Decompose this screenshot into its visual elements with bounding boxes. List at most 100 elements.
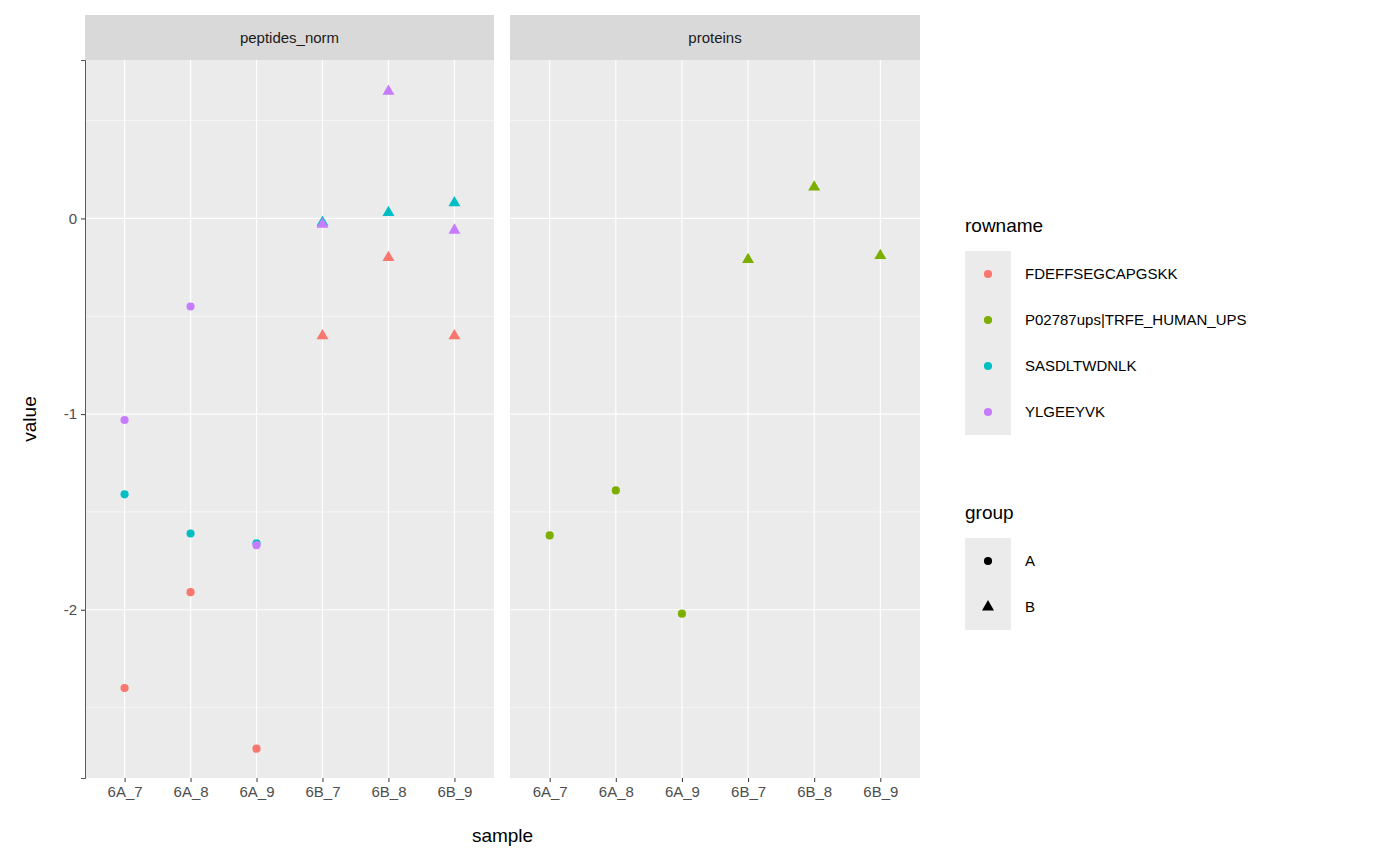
x-tick-mark [191,778,192,782]
minor-grid-line [85,707,494,708]
minor-grid-line [510,120,920,121]
x-tick-label: 6B_8 [797,783,832,800]
x-tick-mark [550,778,551,782]
x-axis: 6A_7 6A_8 6A_9 6B_7 6B_8 6B_9 [108,778,473,800]
y-tick: 0 [69,210,85,227]
grid-line [510,414,920,415]
minor-grid-line [85,511,494,512]
x-tick-label: 6B_7 [731,783,766,800]
x-axis-title: sample [472,825,533,846]
x-tick-mark [125,778,126,782]
minor-grid-line [85,316,494,317]
legend-key [965,584,1011,630]
grid-line [615,60,616,778]
y-tick: -1 [64,405,85,422]
y-axis-title: value [19,396,40,441]
legend-symbol [984,362,992,370]
x-axis: 6A_7 6A_8 6A_9 6B_7 6B_8 6B_9 [533,778,899,800]
minor-grid-line [85,120,494,121]
legend-key [965,343,1011,389]
legend-label: SASDLTWDNLK [1025,357,1136,374]
x-tick: 6B_8 [371,778,406,800]
x-tick-label: 6A_9 [239,783,274,800]
x-tick-label: 6B_7 [305,783,340,800]
x-tick-label: 6A_7 [533,783,568,800]
point [252,745,260,753]
point [382,251,394,261]
x-tick-mark [814,778,815,782]
x-tick: 6B_9 [437,778,472,800]
panel-background [85,60,494,778]
y-axis-line [81,61,86,779]
point [186,588,194,596]
points [546,180,887,617]
point [121,416,129,424]
grid-line [388,60,389,778]
point [448,329,460,339]
grid-line [814,60,815,778]
points [121,84,461,752]
legend-key [965,251,1011,297]
x-tick: 6A_8 [599,778,634,800]
y-tick: -2 [64,601,85,618]
y-tick-label: -2 [64,601,77,618]
grid-line [681,60,682,778]
grid-line [510,609,920,610]
panel-background [510,60,920,778]
grid-line [256,60,257,778]
y-tick-mark [81,414,85,415]
x-tick-mark [880,778,881,782]
y-tick-label: -1 [64,405,77,422]
strip-label: proteins [688,29,741,46]
x-tick-label: 6B_9 [863,783,898,800]
x-tick: 6B_8 [797,778,832,800]
x-tick-label: 6A_8 [174,783,209,800]
legend-key [965,389,1011,435]
point [612,486,620,494]
point [186,302,194,310]
x-tick-mark [682,778,683,782]
point [317,217,329,227]
strip [85,15,494,60]
x-tick: 6B_7 [305,778,340,800]
panel: peptides_norm [85,15,494,778]
legend-symbol [984,408,992,416]
y-tick-label: 0 [69,210,77,227]
x-tick: 6A_7 [533,778,568,800]
x-tick: 6A_8 [174,778,209,800]
legend-label: FDEFFSEGCAPGSKK [1025,265,1178,282]
grid-line [880,60,881,778]
x-tick: 6A_7 [108,778,143,800]
grid-line [549,60,550,778]
minor-grid-line [510,511,920,512]
strip-label: peptides_norm [240,29,339,46]
point [448,223,460,233]
legend-label: B [1025,598,1035,615]
point [742,253,754,263]
legend-title: rowname [965,215,1043,236]
point [808,180,820,190]
point [546,531,554,539]
grid-line [190,60,191,778]
x-tick: 6B_9 [863,778,898,800]
x-tick: 6A_9 [665,778,700,800]
panel: proteins [510,15,920,778]
point [121,684,129,692]
x-tick-label: 6B_8 [371,783,406,800]
legend-label: P02787ups|TRFE_HUMAN_UPS [1025,311,1246,328]
y-tick-mark [81,218,85,219]
legend-key [965,297,1011,343]
x-tick: 6A_9 [239,778,274,800]
grid-line [510,218,920,219]
minor-grid-line [510,316,920,317]
point [874,249,886,259]
legend-title: group [965,502,1014,523]
grid-line [454,60,455,778]
legend-symbol [982,600,994,610]
legend: rowname FDEFFSEGCAPGSKK P02787ups|TRFE_HUM… [965,215,1246,630]
grid-line [85,218,494,219]
x-tick-mark [257,778,258,782]
legend-symbol [984,270,992,278]
grid-line [322,60,323,778]
point [678,610,686,618]
